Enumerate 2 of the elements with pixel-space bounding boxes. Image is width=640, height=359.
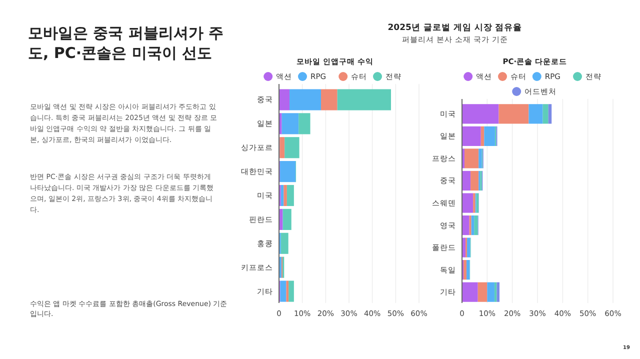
text: 2025년 글로벌 게임 시장 점유율 bbox=[386, 22, 524, 34]
text: 모바일은 중국 퍼블리셔가 주도, PC·콘솔은 미국이 선도 bbox=[28, 24, 225, 63]
